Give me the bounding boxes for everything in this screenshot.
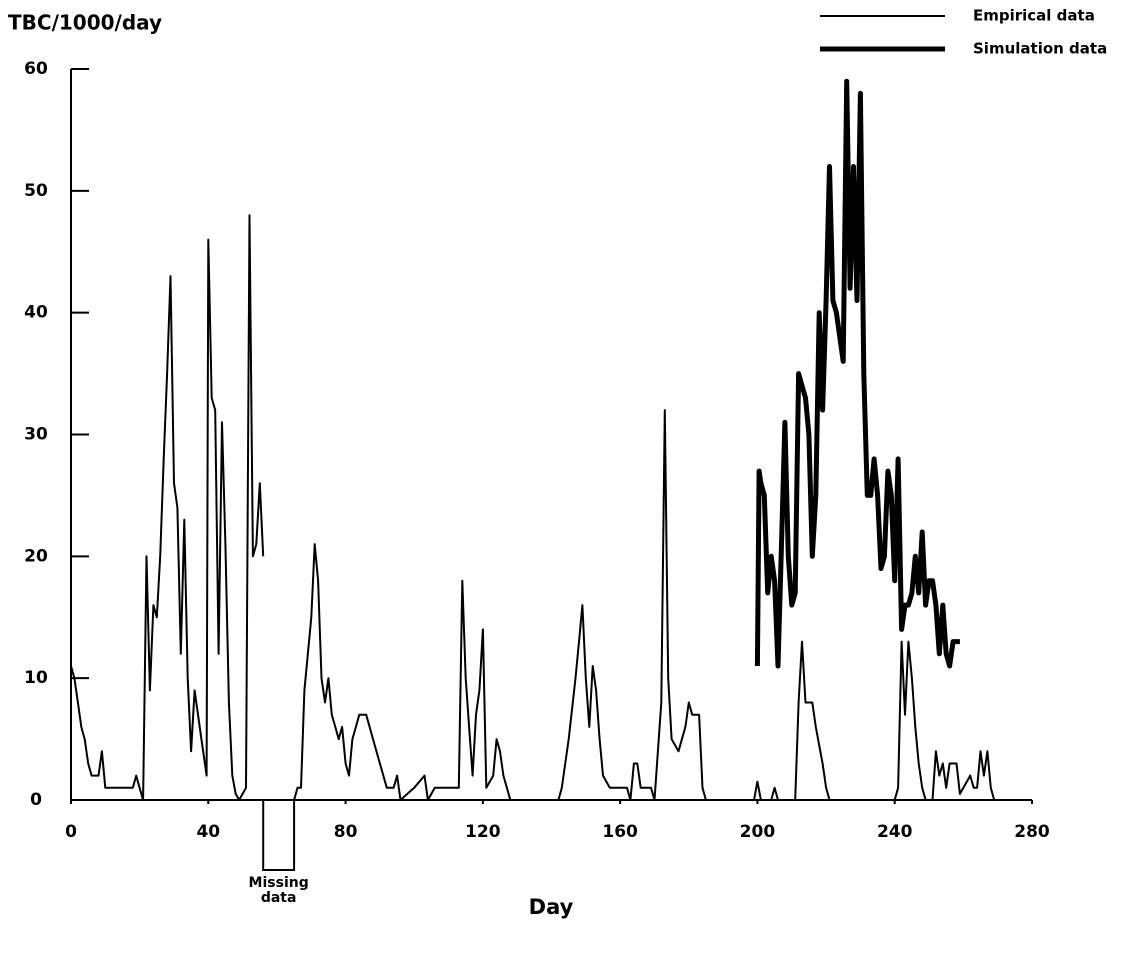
legend-label: Simulation data [973, 40, 1107, 58]
y-tick-label: 0 [30, 790, 42, 810]
y-axis-label: TBC/1000/day [8, 11, 162, 35]
y-tick-label: 60 [24, 59, 48, 79]
annotation-text: Missing data [248, 875, 309, 906]
y-tick-label: 30 [24, 425, 48, 445]
line-series [754, 78, 960, 669]
line-series [70, 214, 1032, 801]
x-tick-label: 240 [877, 822, 913, 842]
x-axis-label: Day [529, 895, 574, 919]
y-tick-label: 20 [24, 546, 48, 566]
x-tick-label: 280 [1014, 822, 1050, 842]
y-tick-label: 40 [24, 303, 48, 323]
x-tick-label: 160 [602, 822, 638, 842]
y-tick-label: 50 [24, 181, 48, 201]
x-tick-label: 0 [65, 822, 77, 842]
x-tick-label: 40 [196, 822, 220, 842]
x-tick-label: 80 [334, 822, 358, 842]
x-tick-label: 200 [740, 822, 776, 842]
x-tick-label: 120 [465, 822, 501, 842]
y-tick-label: 10 [24, 668, 48, 688]
missing-data-box [262, 800, 296, 871]
legend-label: Empirical data [973, 7, 1095, 25]
